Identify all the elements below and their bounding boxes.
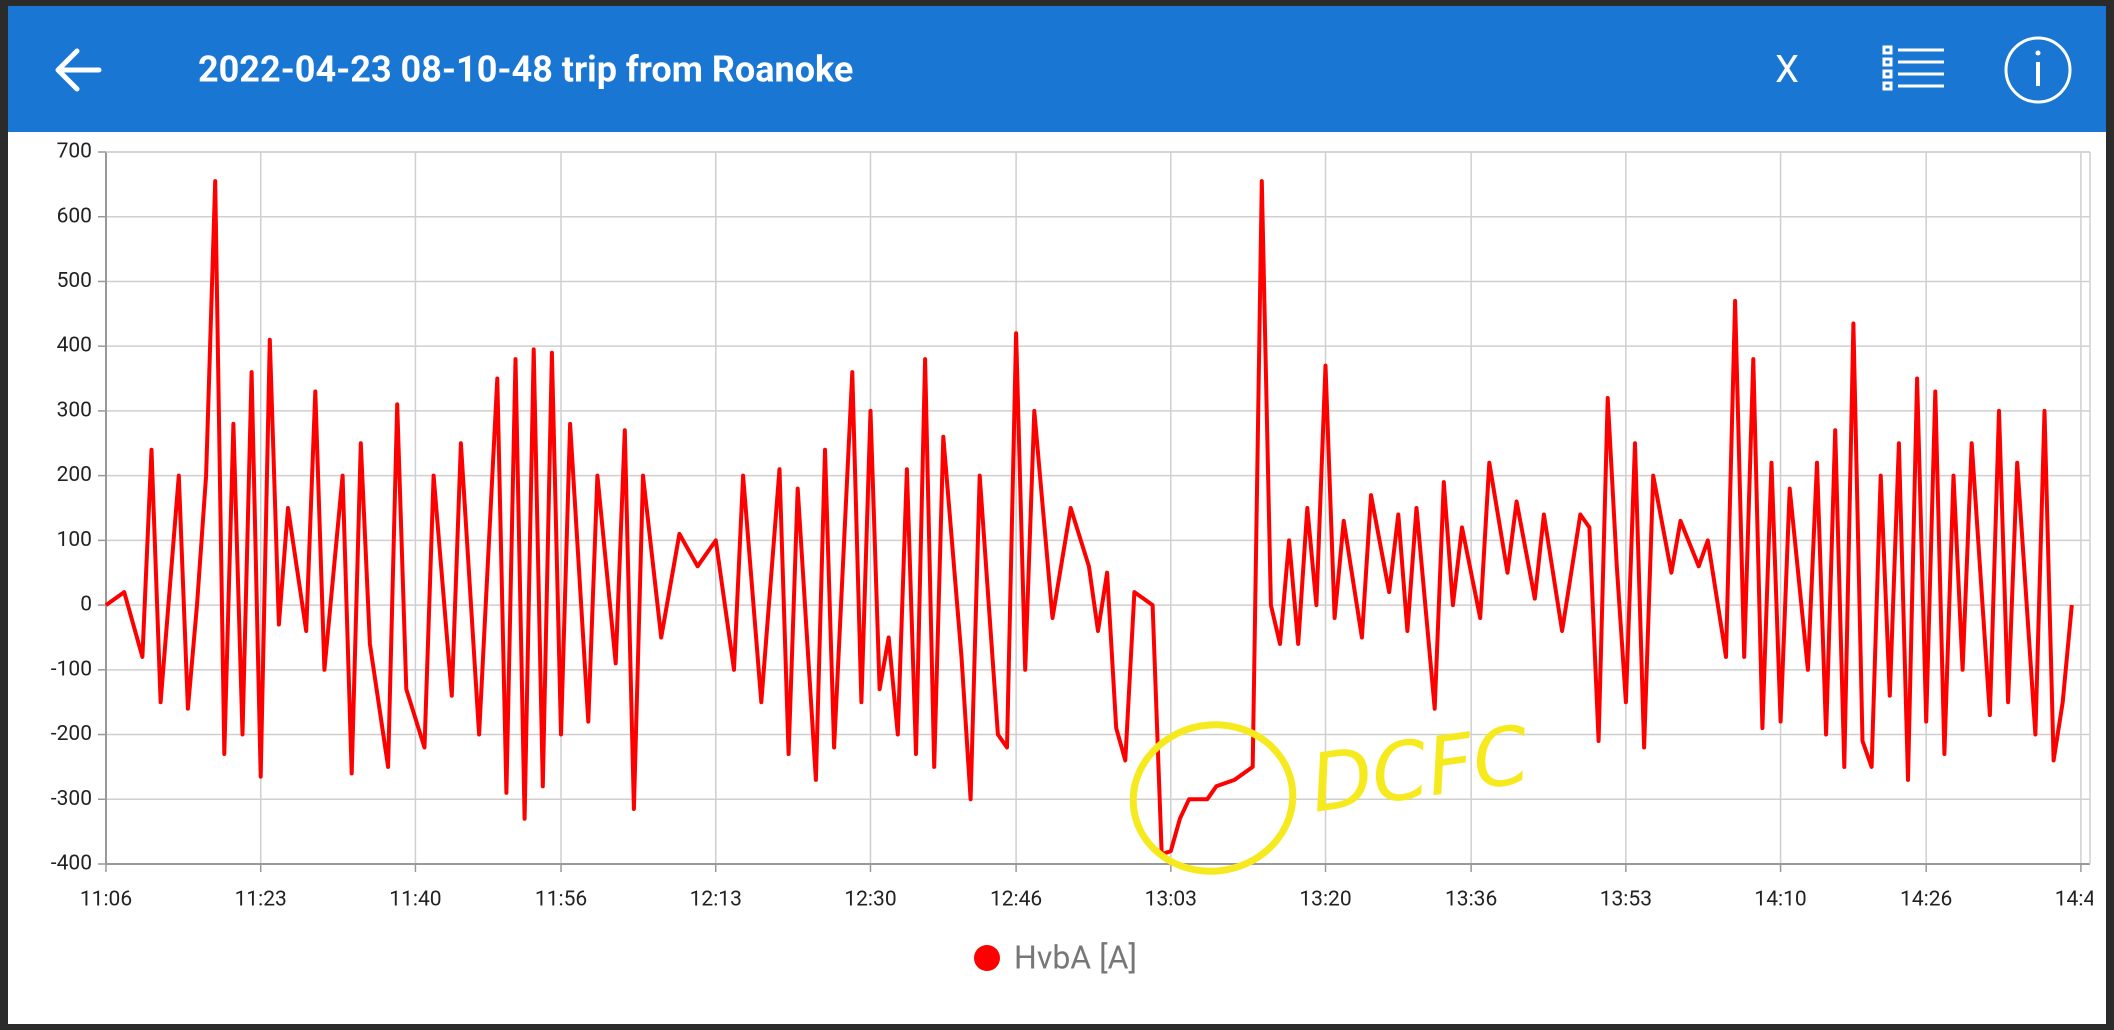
legend-swatch bbox=[974, 945, 1000, 971]
info-button[interactable] bbox=[2004, 36, 2072, 104]
x-tick-label: 12:13 bbox=[690, 888, 742, 912]
highlight-circle bbox=[1129, 721, 1297, 875]
x-tick-label: 12:46 bbox=[990, 888, 1042, 912]
x-tick-label: 13:20 bbox=[1299, 888, 1351, 912]
y-tick-label: 600 bbox=[57, 204, 92, 228]
y-tick-label: -100 bbox=[51, 657, 92, 681]
back-button[interactable] bbox=[55, 48, 102, 92]
chart: -400 -300 -200 -100 0 100 200 300 400 500 600 700 11… bbox=[51, 140, 2107, 977]
series-line bbox=[104, 179, 2074, 857]
x-tick-label: 13:36 bbox=[1445, 888, 1497, 912]
x-tick-label: 13:53 bbox=[1600, 888, 1652, 912]
y-tick-label: 700 bbox=[57, 140, 92, 164]
y-tick-label: 300 bbox=[57, 398, 92, 422]
y-tick-label: 0 bbox=[80, 593, 92, 617]
back-arrow bbox=[55, 48, 102, 92]
x-tick-label: 11:40 bbox=[389, 888, 441, 912]
y-tick-label: -300 bbox=[51, 787, 92, 811]
legend-label: HvbA [A] bbox=[1014, 938, 1137, 976]
app-bar bbox=[8, 6, 2106, 132]
x-tick-label: 11:06 bbox=[80, 888, 132, 912]
y-tick-label: 200 bbox=[57, 463, 92, 487]
x-tick-label: 13:03 bbox=[1145, 888, 1197, 912]
y-tick-label: 100 bbox=[57, 528, 92, 552]
y-tick-label: 400 bbox=[57, 334, 92, 358]
x-tick-label: 11:56 bbox=[535, 888, 587, 912]
y-tick-label: -400 bbox=[51, 852, 92, 876]
x-tick-label: 14:26 bbox=[1900, 888, 1952, 912]
x-tick-label: 12:30 bbox=[844, 888, 896, 912]
y-tick-label: -200 bbox=[51, 722, 92, 746]
app-title: 2022-04-23 08-10-48 trip from Roanoke bbox=[198, 49, 853, 91]
x-tick-label: 14:43 bbox=[2055, 888, 2107, 912]
list-button[interactable] bbox=[1882, 45, 1944, 91]
x-axis-labels: 11:06 11:23 11:40 11:56 12:13 12:30 12:46 13:03… bbox=[80, 888, 2107, 912]
close-button[interactable]: X bbox=[1775, 48, 1799, 92]
x-tick-label: 14:10 bbox=[1754, 888, 1806, 912]
x-tick-label: 11:23 bbox=[235, 888, 287, 912]
y-tick-label: 500 bbox=[57, 269, 92, 293]
